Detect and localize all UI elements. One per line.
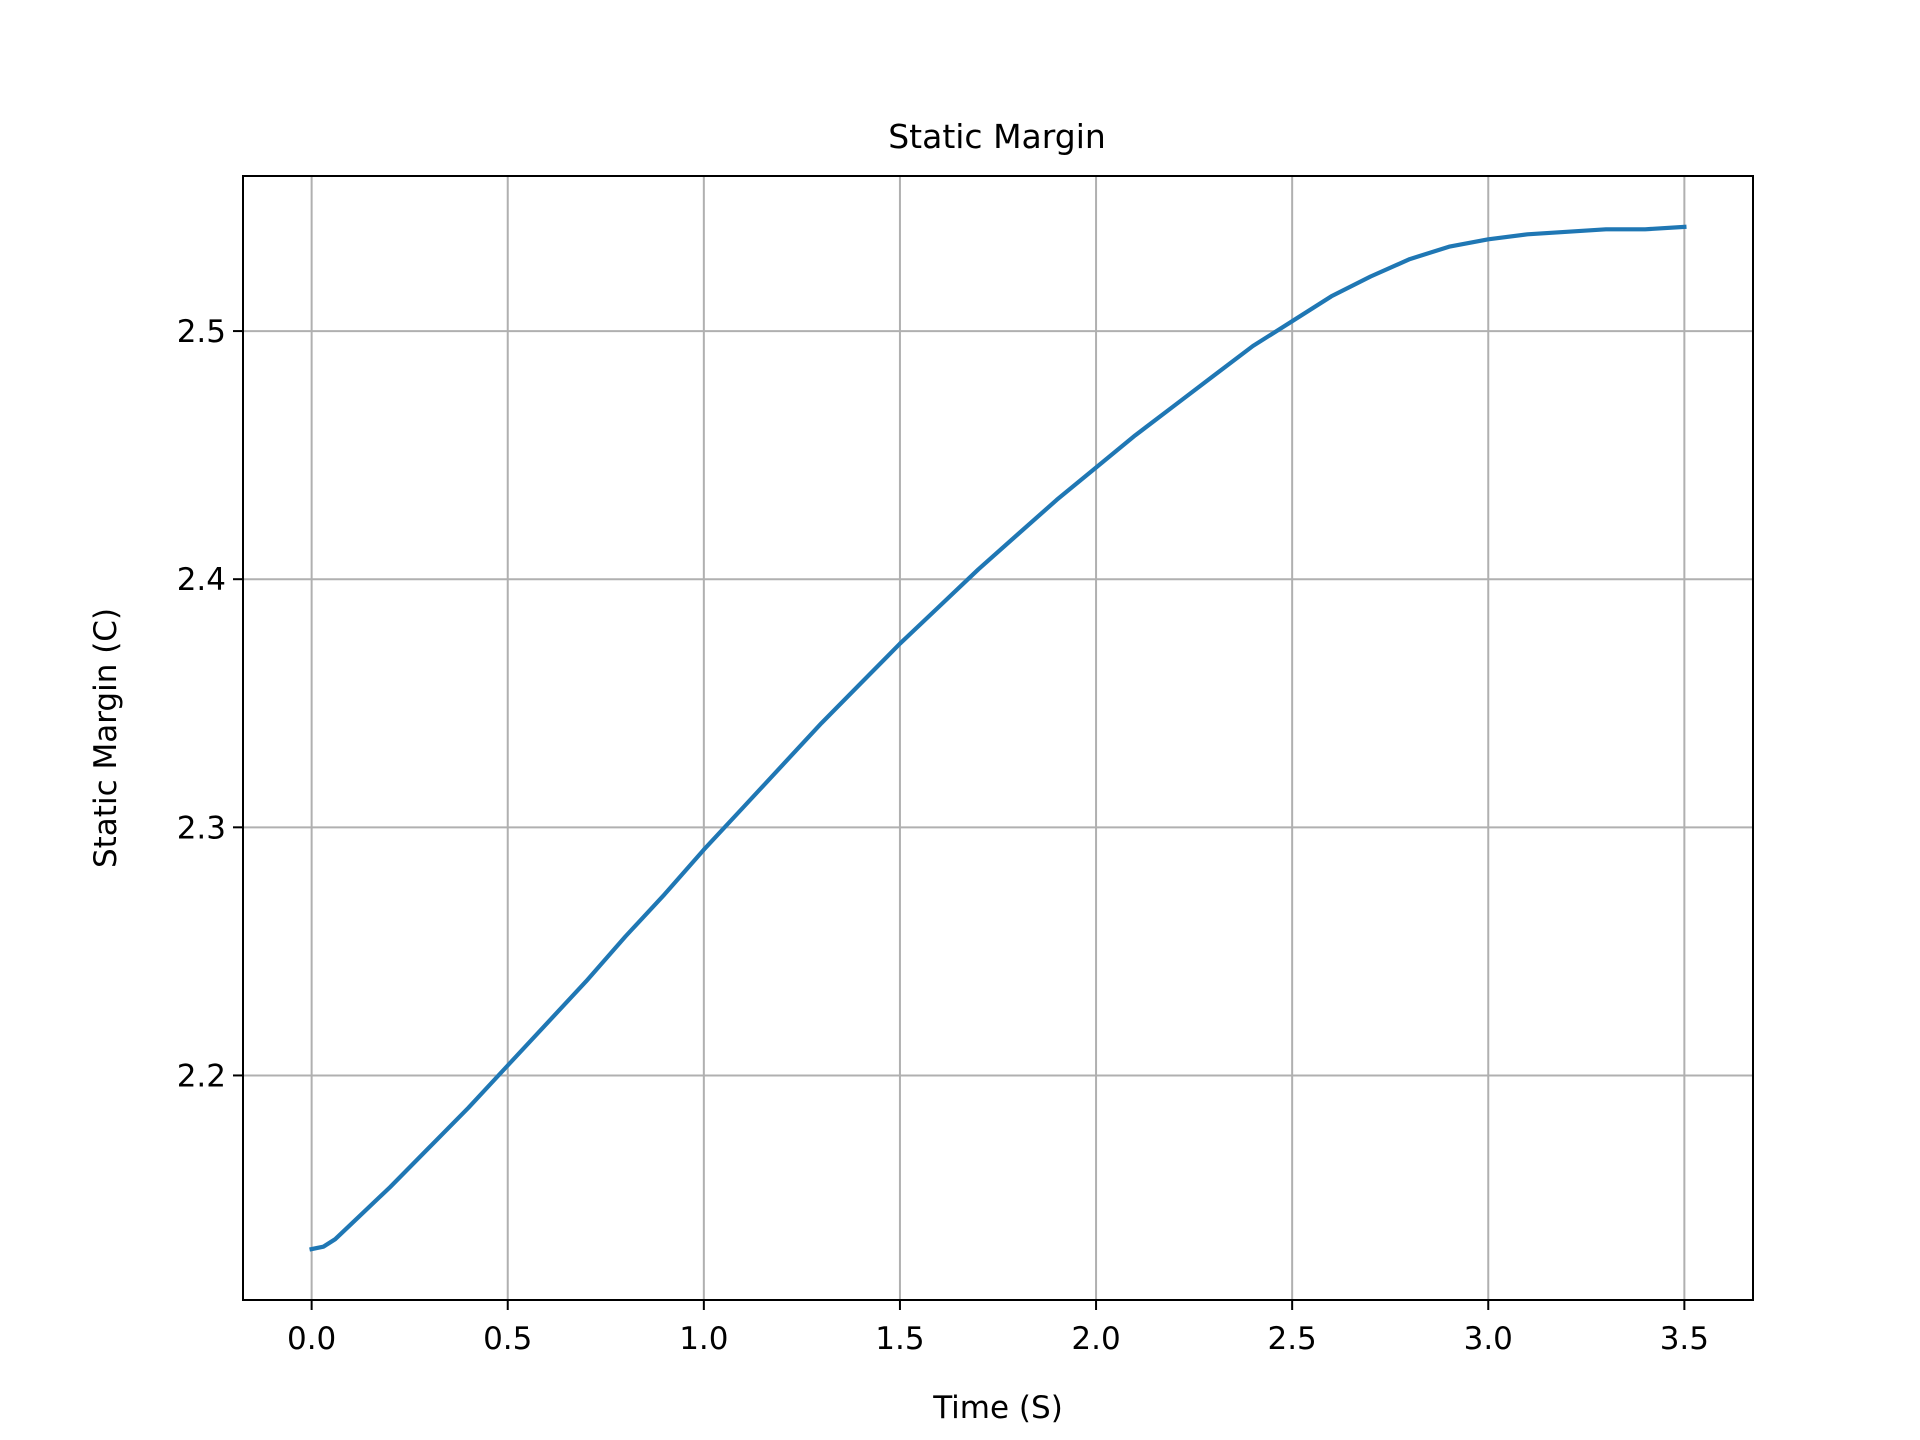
y-tick-label: 2.5 bbox=[177, 314, 226, 350]
grid bbox=[243, 176, 1753, 1300]
x-tick-label: 0.5 bbox=[483, 1321, 532, 1357]
chart-title: Static Margin bbox=[888, 117, 1106, 156]
x-tick-label: 2.5 bbox=[1267, 1321, 1316, 1357]
x-axis-label: Time (S) bbox=[932, 1390, 1063, 1426]
ticks: 0.0 0.5 1.0 1.5 2.0 2.5 3.0 3.5 2.2 2.3 2.4 2.5 bbox=[177, 314, 1709, 1357]
x-tick-label: 3.5 bbox=[1660, 1321, 1709, 1357]
series-line bbox=[309, 224, 1687, 1252]
y-tick-label: 2.3 bbox=[177, 810, 226, 846]
plot-area bbox=[309, 224, 1687, 1252]
axes-frame bbox=[242, 175, 1754, 1301]
x-tick-label: 1.5 bbox=[875, 1321, 924, 1357]
x-tick-label: 1.0 bbox=[679, 1321, 728, 1357]
x-tick-label: 2.0 bbox=[1071, 1321, 1120, 1357]
x-tick-label: 3.0 bbox=[1464, 1321, 1513, 1357]
y-axis-label: Static Margin (C) bbox=[88, 608, 124, 868]
x-tick-label: 0.0 bbox=[287, 1321, 336, 1357]
y-tick-label: 2.4 bbox=[177, 562, 226, 598]
y-tick-label: 2.2 bbox=[177, 1058, 226, 1094]
